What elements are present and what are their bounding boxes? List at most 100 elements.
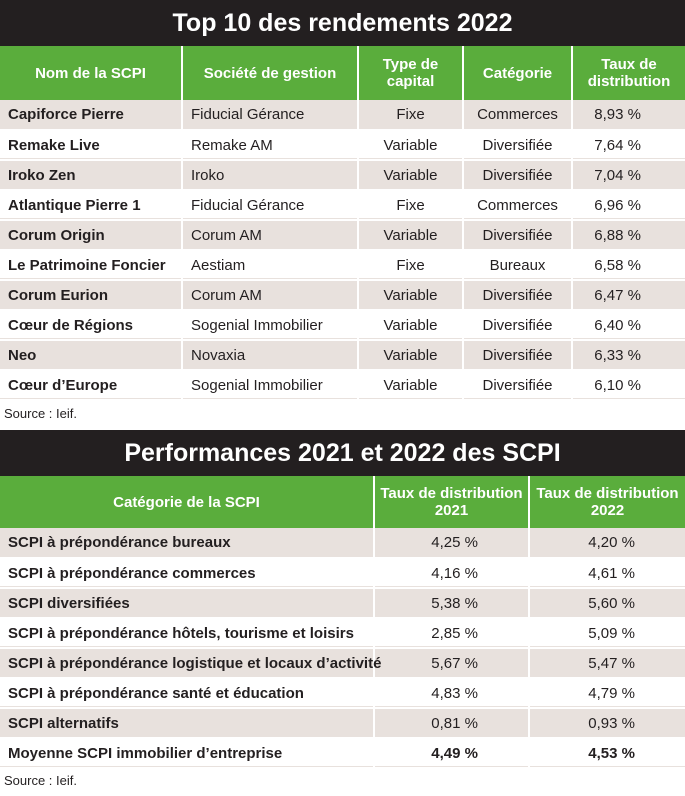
scpi-name-cell: Remake Live — [0, 130, 183, 161]
category-cell: Commerces — [463, 100, 573, 131]
capital-type-cell: Fixe — [358, 250, 464, 281]
scpi-category-cell: SCPI à prépondérance bureaux — [0, 528, 375, 559]
category-cell: Diversifiée — [463, 310, 573, 341]
table-row: SCPI à prépondérance logistique et locau… — [0, 648, 685, 679]
table-row: Cœur de Régions Sogenial Immobilier Variab… — [0, 310, 685, 341]
rate-2022-cell: 4,61 % — [529, 558, 685, 589]
rate-2022-cell: 5,09 % — [529, 618, 685, 649]
capital-type-cell: Variable — [358, 160, 464, 191]
management-company-cell: Fiducial Gérance — [182, 100, 359, 131]
scpi-category-cell: SCPI à prépondérance santé et éducation — [0, 678, 375, 709]
rate-2021-cell: 4,49 % — [374, 738, 530, 769]
category-cell: Diversifiée — [463, 130, 573, 161]
capital-type-cell: Variable — [358, 280, 464, 311]
category-cell: Bureaux — [463, 250, 573, 281]
header-scpi-category: Catégorie de la SCPI — [0, 476, 375, 528]
scpi-category-cell: SCPI à prépondérance logistique et locau… — [0, 648, 381, 679]
management-company-cell: Iroko — [182, 160, 359, 191]
capital-type-cell: Variable — [358, 340, 464, 371]
rate-2021-cell: 4,25 % — [374, 528, 530, 559]
rate-2022-cell: 5,60 % — [529, 588, 685, 619]
distribution-rate-cell: 6,47 % — [572, 280, 685, 311]
top10-header-row: Nom de la SCPI Société de gestion Type d… — [0, 46, 685, 100]
top10-source: Source : Ieif. — [4, 406, 77, 421]
management-company-cell: Sogenial Immobilier — [182, 370, 359, 401]
rate-2021-cell: 2,85 % — [374, 618, 530, 649]
header-rate-2022: Taux de distribution 2022 — [529, 476, 685, 528]
category-cell: Diversifiée — [463, 160, 573, 191]
rate-2022-cell: 4,20 % — [529, 528, 685, 559]
capital-type-cell: Variable — [358, 310, 464, 341]
scpi-name-cell: Atlantique Pierre 1 — [0, 190, 183, 221]
scpi-name-cell: Corum Origin — [0, 220, 183, 251]
management-company-cell: Novaxia — [182, 340, 359, 371]
scpi-name-cell: Cœur de Régions — [0, 310, 183, 341]
scpi-name-cell: Iroko Zen — [0, 160, 183, 191]
capital-type-cell: Variable — [358, 370, 464, 401]
table-row: Moyenne SCPI immobilier d’entreprise 4,49… — [0, 738, 685, 769]
scpi-name-cell: Le Patrimoine Foncier — [0, 250, 183, 281]
header-capital-type: Type de capital — [358, 46, 464, 100]
distribution-rate-cell: 6,58 % — [572, 250, 685, 281]
table-row: SCPI diversifiées 5,38 % 5,60 % — [0, 588, 685, 619]
scpi-category-cell: Moyenne SCPI immobilier d’entreprise — [0, 738, 375, 769]
performances-source: Source : Ieif. — [4, 773, 77, 788]
distribution-rate-cell: 7,64 % — [572, 130, 685, 161]
table-row: SCPI alternatifs 0,81 % 0,93 % — [0, 708, 685, 739]
top10-title: Top 10 des rendements 2022 — [0, 0, 685, 46]
management-company-cell: Remake AM — [182, 130, 359, 161]
table-row: Remake Live Remake AM Variable Diversifiée 7… — [0, 130, 685, 161]
category-cell: Diversifiée — [463, 340, 573, 371]
category-cell: Diversifiée — [463, 220, 573, 251]
rate-2022-cell: 4,53 % — [529, 738, 685, 769]
scpi-category-cell: SCPI diversifiées — [0, 588, 375, 619]
management-company-cell: Aestiam — [182, 250, 359, 281]
rate-2022-cell: 0,93 % — [529, 708, 685, 739]
category-cell: Commerces — [463, 190, 573, 221]
rate-2021-cell: 5,38 % — [374, 588, 530, 619]
distribution-rate-cell: 7,04 % — [572, 160, 685, 191]
table-row: Atlantique Pierre 1 Fiducial Gérance Fixe C… — [0, 190, 685, 221]
rate-2021-cell: 5,67 % — [374, 648, 530, 679]
distribution-rate-cell: 6,96 % — [572, 190, 685, 221]
rate-2022-cell: 4,79 % — [529, 678, 685, 709]
table-row: SCPI à prépondérance hôtels, tourisme et… — [0, 618, 685, 649]
rate-2021-cell: 4,83 % — [374, 678, 530, 709]
table-row: SCPI à prépondérance bureaux 4,25 % 4,20 % — [0, 528, 685, 559]
management-company-cell: Corum AM — [182, 220, 359, 251]
performances-header-row: Catégorie de la SCPI Taux de distributio… — [0, 476, 685, 528]
distribution-rate-cell: 6,88 % — [572, 220, 685, 251]
category-cell: Diversifiée — [463, 370, 573, 401]
scpi-category-cell: SCPI à prépondérance hôtels, tourisme et… — [0, 618, 375, 649]
rate-2022-cell: 5,47 % — [529, 648, 685, 679]
table-row: Corum Origin Corum AM Variable Diversifiée 6… — [0, 220, 685, 251]
category-cell: Diversifiée — [463, 280, 573, 311]
management-company-cell: Corum AM — [182, 280, 359, 311]
performances-table: Catégorie de la SCPI Taux de distributio… — [0, 476, 685, 769]
rate-2021-cell: 4,16 % — [374, 558, 530, 589]
table-row: Neo Novaxia Variable Diversifiée 6,33 % — [0, 340, 685, 371]
distribution-rate-cell: 6,40 % — [572, 310, 685, 341]
header-scpi-name: Nom de la SCPI — [0, 46, 183, 100]
performances-title: Performances 2021 et 2022 des SCPI — [0, 430, 685, 476]
capital-type-cell: Fixe — [358, 100, 464, 131]
rate-2021-cell: 0,81 % — [374, 708, 530, 739]
table-row: Capiforce Pierre Fiducial Gérance Fixe Comm… — [0, 100, 685, 131]
header-rate-2021: Taux de distribution 2021 — [374, 476, 530, 528]
header-management-company: Société de gestion — [182, 46, 359, 100]
table-row: Iroko Zen Iroko Variable Diversifiée 7,04 % — [0, 160, 685, 191]
header-distribution-rate: Taux de distribution — [572, 46, 685, 100]
scpi-category-cell: SCPI à prépondérance commerces — [0, 558, 375, 589]
scpi-name-cell: Neo — [0, 340, 183, 371]
scpi-name-cell: Corum Eurion — [0, 280, 183, 311]
distribution-rate-cell: 6,33 % — [572, 340, 685, 371]
management-company-cell: Fiducial Gérance — [182, 190, 359, 221]
table-row: Le Patrimoine Foncier Aestiam Fixe Bureaux 6… — [0, 250, 685, 281]
top10-table: Nom de la SCPI Société de gestion Type d… — [0, 46, 685, 401]
distribution-rate-cell: 8,93 % — [572, 100, 685, 131]
capital-type-cell: Fixe — [358, 190, 464, 221]
scpi-category-cell: SCPI alternatifs — [0, 708, 375, 739]
management-company-cell: Sogenial Immobilier — [182, 310, 359, 341]
table-row: SCPI à prépondérance santé et éducation 4… — [0, 678, 685, 709]
header-category: Catégorie — [463, 46, 573, 100]
